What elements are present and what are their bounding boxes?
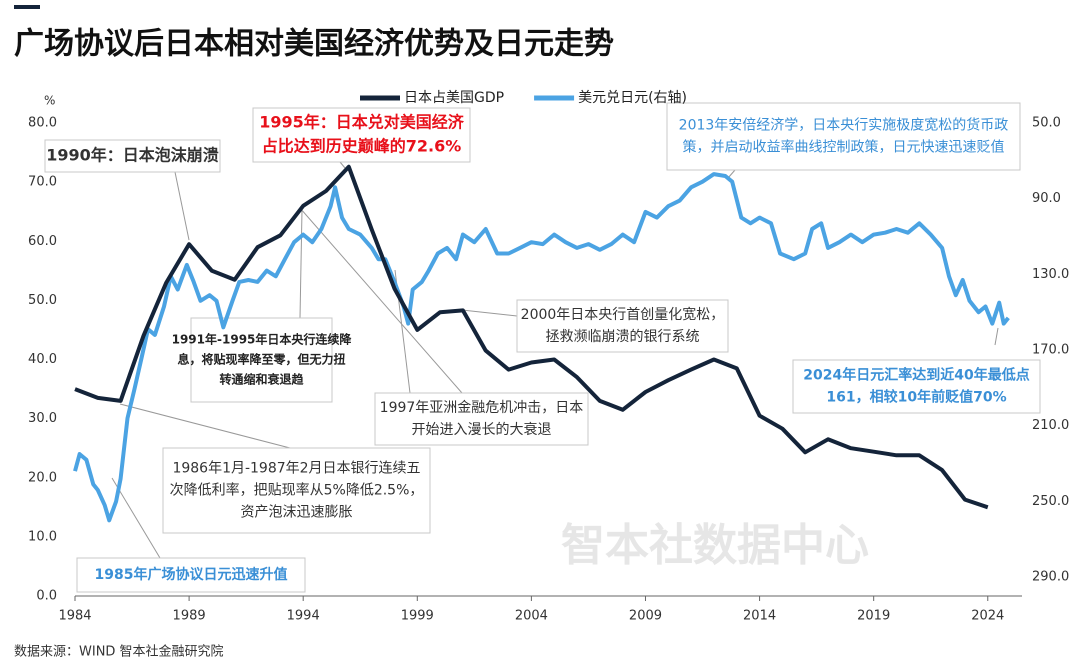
annotation-text: 资产泡沫迅速膨胀 — [241, 504, 353, 521]
annotation-connector — [119, 403, 291, 449]
annotation-connector — [174, 171, 190, 241]
y-tick-label: 70.0 — [28, 175, 57, 190]
legend-label: 美元兑日元(右轴) — [578, 90, 687, 106]
annotation-box — [190, 317, 333, 403]
series-line — [73, 172, 1010, 523]
title-accent — [14, 5, 40, 9]
annotation-text: 策，并启动收益率曲线控制政策，日元快速迅速贬值 — [683, 139, 1005, 156]
x-tick-label: 2014 — [743, 609, 776, 624]
annotation-box — [76, 557, 306, 593]
x-tick-label: 2009 — [629, 609, 662, 624]
annotation-box — [162, 447, 431, 534]
annotation-text: 1985年广场协议日元迅速升值 — [95, 566, 288, 583]
y2-tick-label: 170.0 — [1032, 343, 1069, 358]
annotation-box — [44, 139, 221, 173]
annotation-connector — [299, 207, 463, 394]
series-line — [74, 164, 989, 510]
annotation-text: 拯救濒临崩溃的银行系统 — [546, 329, 700, 345]
annotation-text: 1991年-1995年日本央行连续降 — [172, 332, 353, 347]
annotation-text: 1990年：日本泡沫崩溃 — [46, 146, 219, 165]
y-tick-label: 10.0 — [28, 529, 57, 544]
y2-tick-label: 90.0 — [1032, 191, 1061, 206]
x-tick-label: 2024 — [971, 609, 1004, 624]
y-tick-label: 80.0 — [28, 116, 57, 131]
x-tick-label: 1989 — [173, 609, 206, 624]
annotation-text: 1986年1月-1987年2月日本银行连续五 — [172, 460, 420, 477]
y2-tick-label: 130.0 — [1032, 267, 1069, 282]
annotation-box — [252, 107, 471, 163]
y-tick-label: 30.0 — [28, 411, 57, 426]
y-tick-label: 20.0 — [28, 470, 57, 485]
x-tick-label: 2019 — [857, 609, 890, 624]
annotation-text: 开始进入漫长的大衰退 — [412, 421, 552, 438]
annotation-text: 2013年安倍经济学，日本央行实施极度宽松的货币政 — [679, 117, 1009, 134]
annotation-connector — [339, 161, 346, 169]
y-tick-label: 40.0 — [28, 352, 57, 367]
y-tick-label: 50.0 — [28, 293, 57, 308]
watermark: 智本社数据中心 — [561, 520, 869, 571]
y2-tick-label: 210.0 — [1032, 418, 1069, 433]
annotation-text: 占比达到历史巅峰的72.6% — [262, 137, 462, 156]
annotation-text: 次降低利率，把贴现率从5%降低2.5%， — [170, 482, 424, 499]
annotation-text: 2024年日元汇率达到近40年最低点 — [803, 367, 1029, 384]
annotation-connector — [461, 309, 518, 317]
legend-label: 日本占美国GDP — [404, 90, 504, 106]
y2-tick-label: 50.0 — [1032, 116, 1061, 131]
annotation-box — [516, 299, 729, 353]
annotation-text: 1995年：日本兑对美国经济 — [259, 113, 465, 132]
x-tick-label: 2004 — [515, 609, 548, 624]
x-tick-label: 1984 — [58, 609, 91, 624]
annotation-text: 1997年亚洲金融危机冲击，日本 — [380, 400, 584, 416]
annotation-text: 161，相较10年前贬值70% — [826, 389, 1006, 406]
y2-tick-label: 250.0 — [1032, 494, 1069, 509]
annotation-text: 2000年日本央行首创量化宽松， — [521, 306, 725, 323]
y2-tick-label: 290.0 — [1032, 570, 1069, 585]
annotation-box — [374, 392, 589, 446]
x-tick-label: 1994 — [287, 609, 320, 624]
y-tick-label: 60.0 — [28, 234, 57, 249]
annotation-text: 息，将贴现率降至零，但无力扭 — [177, 352, 345, 367]
chart-title: 广场协议后日本相对美国经济优势及日元走势 — [14, 27, 614, 62]
annotation-box — [666, 102, 1021, 171]
y-unit: % — [44, 94, 55, 108]
annotation-connector — [299, 209, 303, 319]
annotation-connector — [994, 327, 999, 346]
y-tick-label: 0.0 — [36, 589, 57, 604]
x-tick-label: 1999 — [401, 609, 434, 624]
annotation-box — [792, 359, 1041, 414]
annotation-text: 转通缩和衰退趋 — [219, 372, 304, 387]
source: 数据来源：WIND 智本社金融研究院 — [14, 644, 224, 660]
